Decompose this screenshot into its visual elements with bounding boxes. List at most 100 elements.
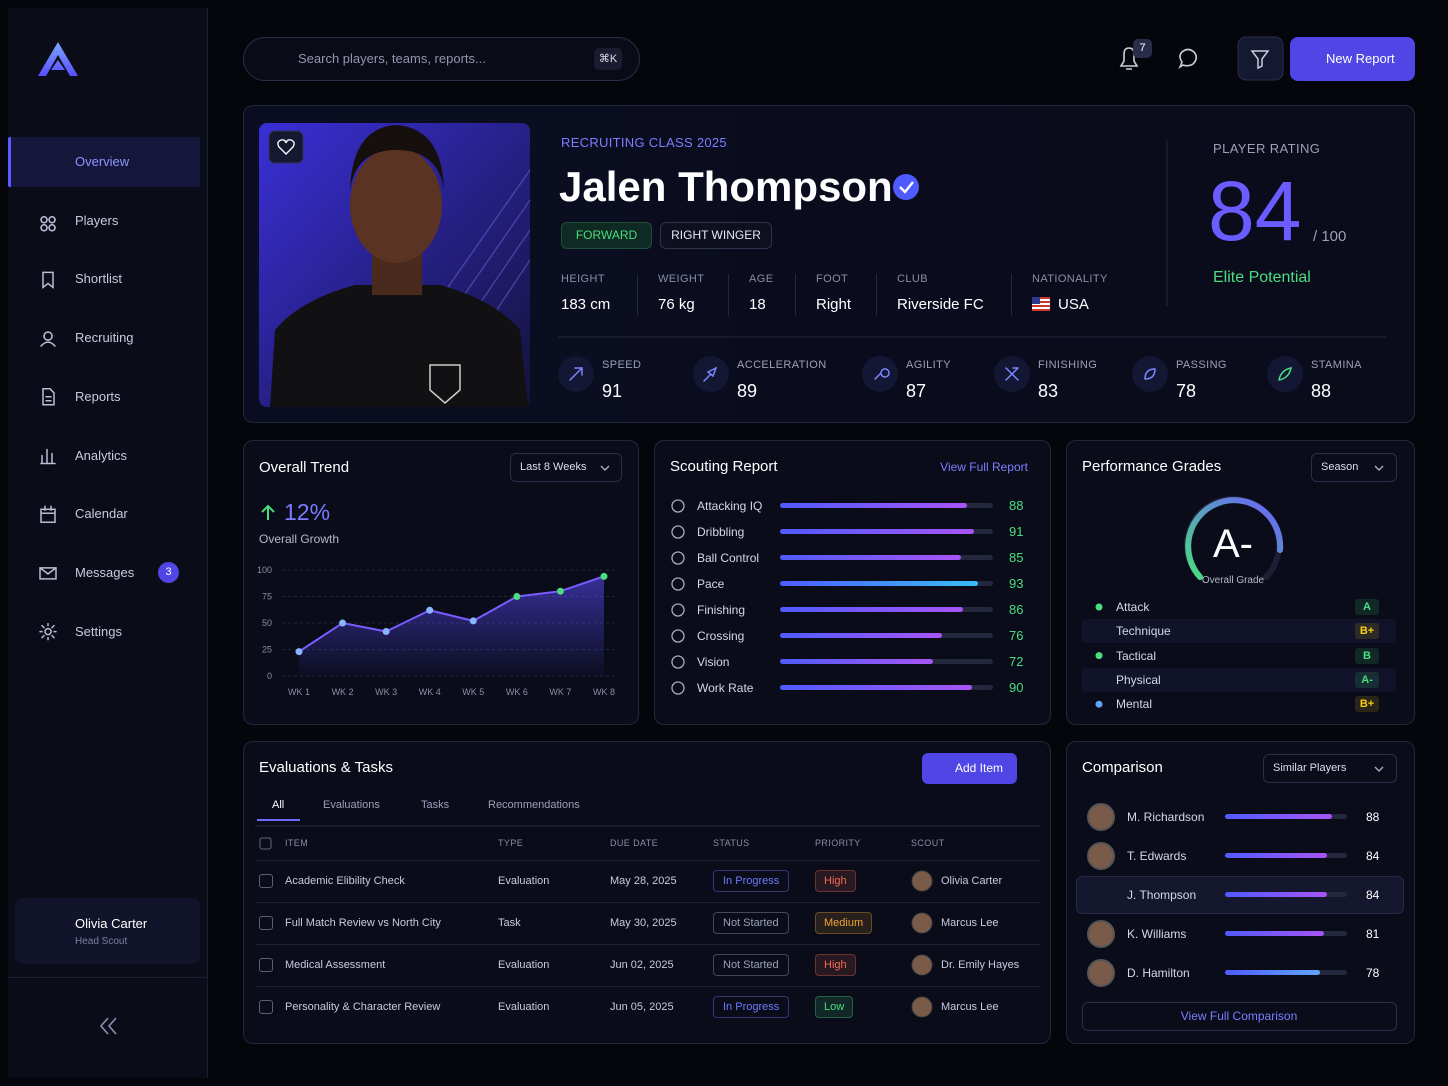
badge: 3 xyxy=(158,562,179,583)
attribute-label: FINISHING xyxy=(1038,359,1098,371)
grade-chip: A xyxy=(1355,599,1379,615)
cell: Personality & Character Review xyxy=(285,1001,441,1013)
checkbox[interactable] xyxy=(259,874,273,888)
tab[interactable]: Evaluations xyxy=(323,799,380,811)
checkbox[interactable] xyxy=(259,916,273,930)
link[interactable]: View Full Comparison xyxy=(1180,1009,1298,1023)
column-header: ITEM xyxy=(285,838,309,848)
grade-chip: B+ xyxy=(1355,623,1379,640)
add-button[interactable] xyxy=(922,753,1017,784)
compare-link-box[interactable] xyxy=(1082,1002,1397,1031)
nav-item[interactable]: Recruiting xyxy=(75,330,134,346)
fact-divider xyxy=(876,274,877,316)
grade-label: Technique xyxy=(1116,624,1171,639)
dropdown[interactable] xyxy=(1263,754,1397,783)
bar xyxy=(1225,931,1324,936)
row-divider xyxy=(255,902,1040,903)
skill-label: Pace xyxy=(697,577,725,591)
nav-item[interactable]: Shortlist xyxy=(75,271,122,287)
cell: Full Match Review vs North City xyxy=(285,917,441,929)
column-header: STATUS xyxy=(713,838,750,848)
position-tag: FORWARD xyxy=(561,222,652,249)
row-divider xyxy=(255,944,1040,945)
tab[interactable]: Tasks xyxy=(421,799,450,811)
priority-chip: Low xyxy=(815,996,854,1018)
dropdown[interactable] xyxy=(1311,453,1397,482)
bar xyxy=(780,633,942,638)
player-name: M. Richardson xyxy=(1127,810,1205,824)
rating-label: PLAYER RATING xyxy=(1213,141,1321,156)
card-title: Performance Grades xyxy=(1082,458,1222,475)
nav-active-bg xyxy=(8,137,200,187)
chat-icon[interactable] xyxy=(1178,48,1198,70)
bar xyxy=(1225,970,1321,975)
bar-track xyxy=(780,607,993,612)
dropdown[interactable] xyxy=(510,453,622,482)
fact-divider xyxy=(728,274,729,316)
nav-item[interactable]: Calendar xyxy=(75,506,128,522)
bar-track xyxy=(1225,931,1347,936)
rating-value: 84 xyxy=(1208,164,1302,258)
skill-value: 72 xyxy=(1009,654,1024,669)
attribute-label: SPEED xyxy=(602,359,642,371)
trend-card xyxy=(243,440,639,725)
fact-label: HEIGHT xyxy=(561,273,605,285)
overall-label: Overall Grade xyxy=(1201,575,1265,586)
filter-icon xyxy=(1250,50,1270,70)
button-label: Add Item xyxy=(955,761,1004,775)
column-header: DUE DATE xyxy=(610,838,659,848)
nav-item[interactable]: Settings xyxy=(75,623,122,639)
fact-label: WEIGHT xyxy=(658,273,705,285)
chart-title: Overall Trend xyxy=(259,459,350,476)
nav-item[interactable]: Messages xyxy=(75,564,135,580)
new-report-button[interactable]: New Report xyxy=(1290,37,1415,81)
card-title: Scouting Report xyxy=(670,458,778,475)
grade-chip: B+ xyxy=(1355,696,1379,713)
user-card[interactable] xyxy=(15,898,200,964)
search-box[interactable] xyxy=(243,37,640,81)
skill-label: Crossing xyxy=(697,629,745,643)
bar-track xyxy=(780,555,993,560)
cell: Task xyxy=(498,917,521,929)
grade-label: Tactical xyxy=(1116,648,1157,663)
nav-item[interactable]: Reports xyxy=(75,388,121,404)
rating-tier: Elite Potential xyxy=(1213,269,1311,286)
position-tag: RIGHT WINGER xyxy=(660,222,772,249)
column-header: TYPE xyxy=(498,838,524,848)
fact-divider xyxy=(1011,274,1012,316)
player-name: K. Williams xyxy=(1127,927,1187,941)
player-name: D. Hamilton xyxy=(1127,966,1190,980)
cell: Academic Elibility Check xyxy=(285,875,405,887)
notification-badge: 7 xyxy=(1133,39,1152,58)
row-divider xyxy=(255,986,1040,987)
bar xyxy=(780,659,934,664)
nav-item[interactable]: Analytics xyxy=(75,447,128,463)
fact-label: FOOT xyxy=(816,273,849,285)
filter-button[interactable] xyxy=(1237,36,1284,81)
attribute-value: 83 xyxy=(1038,381,1059,401)
attribute-label: PASSING xyxy=(1176,359,1227,371)
bar xyxy=(780,529,974,534)
row-divider xyxy=(255,860,1040,861)
growth: 12% xyxy=(284,499,331,525)
checkbox[interactable] xyxy=(259,958,273,972)
attribute-value: 87 xyxy=(906,381,927,401)
bar-track xyxy=(780,659,993,664)
priority-chip: High xyxy=(815,870,856,892)
bar-track xyxy=(780,685,993,690)
checkbox[interactable] xyxy=(259,1000,273,1014)
cell: Olivia Carter xyxy=(941,875,1003,887)
tab[interactable]: All xyxy=(272,799,285,811)
skill-value: 85 xyxy=(1009,550,1024,565)
fact-divider xyxy=(795,274,796,316)
nav-item[interactable]: Overview xyxy=(75,154,130,169)
nav-item[interactable]: Players xyxy=(75,212,119,228)
skill-value: 93 xyxy=(1009,576,1024,591)
tab[interactable]: Recommendations xyxy=(488,799,580,811)
skill-label: Attacking IQ xyxy=(697,499,763,513)
skill-label: Vision xyxy=(697,655,730,669)
player-value: 84 xyxy=(1366,888,1380,902)
overall-grade: A- xyxy=(1213,522,1253,566)
skill-value: 88 xyxy=(1009,498,1024,513)
link[interactable]: View Full Report xyxy=(940,460,1028,474)
